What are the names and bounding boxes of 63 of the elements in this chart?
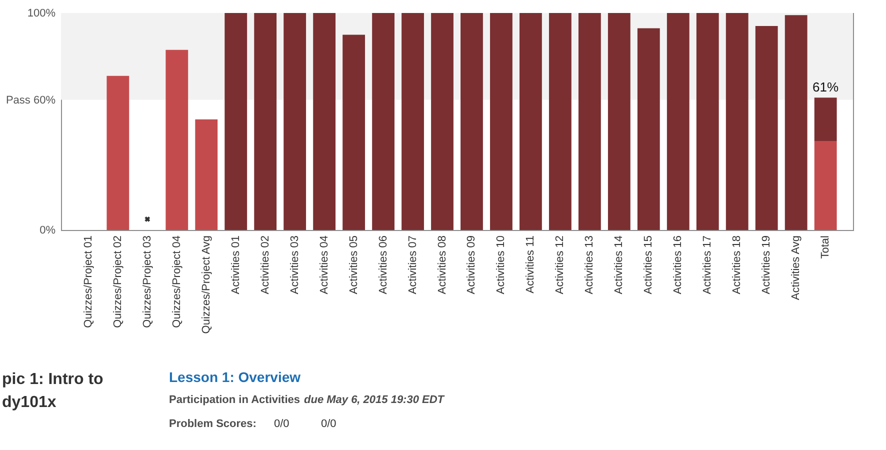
- bar: [195, 119, 218, 230]
- y-tick-label: 100%: [27, 8, 56, 20]
- x-tick-label: Activities 14: [613, 236, 626, 294]
- x-tick-label: Activities 17: [702, 236, 714, 294]
- bar: [284, 13, 306, 230]
- y-tick-label: 0%: [40, 224, 56, 236]
- x-tick-label: Quizzes/Project 04: [170, 236, 183, 328]
- x-tick-label: Activities 05: [348, 236, 360, 294]
- x-tick-label: Activities Avg: [790, 236, 802, 300]
- bar: [402, 13, 424, 230]
- x-tick-label: Activities 03: [288, 236, 301, 294]
- bar: [490, 13, 512, 230]
- x-tick-label: Activities 08: [436, 236, 448, 294]
- x-tick-label: Activities 09: [466, 236, 478, 294]
- bar: [431, 13, 454, 230]
- x-tick-label: Activities 19: [760, 236, 773, 294]
- x-tick-label: Activities 06: [377, 236, 390, 294]
- bar: [637, 28, 660, 230]
- text: 0/0: [274, 418, 290, 430]
- x-tick-label: Activities 12: [554, 236, 566, 294]
- bar: [696, 13, 719, 230]
- bar: [784, 15, 808, 230]
- x-tick-label: Activities 10: [495, 236, 508, 294]
- x-tick-label: Activities 18: [731, 236, 744, 294]
- x-tick-label: Activities 15: [642, 236, 655, 294]
- bar: [520, 13, 542, 230]
- x-tick-label: Activities 13: [584, 236, 596, 294]
- bar: [726, 13, 748, 230]
- text: Problem Scores:: [169, 418, 256, 430]
- x-tick-label: Quizzes/Project 01: [82, 236, 94, 328]
- text: Lesson 1: Overview: [169, 369, 301, 385]
- text: dy101x: [2, 394, 56, 411]
- bar: [460, 13, 483, 230]
- bar: [313, 13, 336, 230]
- bar: [224, 13, 248, 230]
- bar: [814, 98, 837, 142]
- text: Participation in Activities: [169, 394, 300, 406]
- bar: [548, 13, 572, 230]
- text: due May 6, 2015 19:30 EDT: [304, 394, 446, 406]
- total-label: 61%: [812, 80, 840, 95]
- bar: [166, 50, 188, 230]
- bar: [578, 13, 601, 230]
- bar: [372, 13, 394, 230]
- x-tick-label: Activities 16: [672, 236, 684, 294]
- bar: [814, 141, 837, 230]
- x-tick-label: Activities 02: [259, 236, 272, 294]
- bar: [666, 13, 690, 230]
- x-tick-label: Activities 07: [406, 236, 419, 294]
- bar: [342, 34, 366, 230]
- x-tick-label: Quizzes/Project 02: [112, 236, 124, 328]
- bar: [106, 76, 130, 230]
- bar: [608, 13, 630, 230]
- x-tick-label: Activities 01: [230, 236, 242, 294]
- x-tick-label: Activities 11: [524, 236, 537, 294]
- x-tick-label: Quizzes/Project Avg: [200, 236, 212, 334]
- bar: [254, 13, 277, 230]
- bar: [755, 26, 778, 230]
- text: 0/0: [321, 418, 336, 430]
- x-tick-label: Activities 04: [318, 236, 330, 294]
- text: pic 1: Intro to: [2, 371, 104, 388]
- y-tick-label: Pass 60%: [6, 94, 56, 106]
- x-tick-label: Quizzes/Project 03: [141, 236, 154, 328]
- x-tick-label: Total: [820, 236, 832, 259]
